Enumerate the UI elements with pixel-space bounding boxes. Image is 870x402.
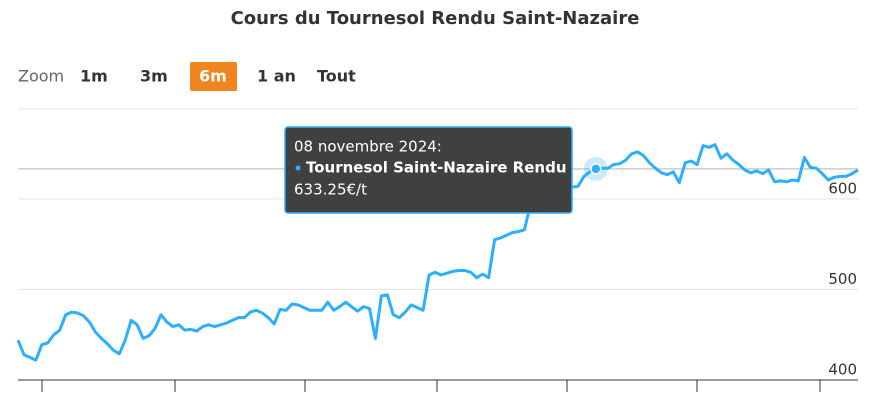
tooltip-date: 08 novembre 2024: bbox=[294, 138, 442, 156]
zoom-label: Zoom bbox=[18, 67, 64, 86]
y-tick-label: 500 bbox=[828, 270, 857, 288]
zoom-button[interactable]: 1 an bbox=[257, 67, 296, 86]
series-line bbox=[16, 143, 859, 362]
y-tick-label: 600 bbox=[828, 180, 857, 198]
zoom-button[interactable]: 3m bbox=[140, 67, 168, 86]
tooltip: 08 novembre 2024: Tournesol Saint-Nazaire… bbox=[284, 126, 573, 214]
tooltip-value: 633.25€/t bbox=[294, 181, 367, 199]
tooltip-box bbox=[284, 126, 573, 214]
x-axis-ticks bbox=[41, 380, 821, 392]
y-tick-label: 400 bbox=[828, 361, 857, 379]
tooltip-bullet bbox=[295, 165, 301, 171]
zoom-button[interactable]: Tout bbox=[317, 67, 356, 86]
zoom-button-bg[interactable] bbox=[190, 62, 237, 91]
chart-title: Cours du Tournesol Rendu Saint-Nazaire bbox=[231, 8, 640, 29]
zoom-button[interactable]: 6m bbox=[199, 67, 227, 86]
zoom-button[interactable]: 1m bbox=[80, 67, 108, 86]
hover-point bbox=[590, 163, 602, 175]
tooltip-series: Tournesol Saint-Nazaire Rendu bbox=[306, 159, 567, 177]
